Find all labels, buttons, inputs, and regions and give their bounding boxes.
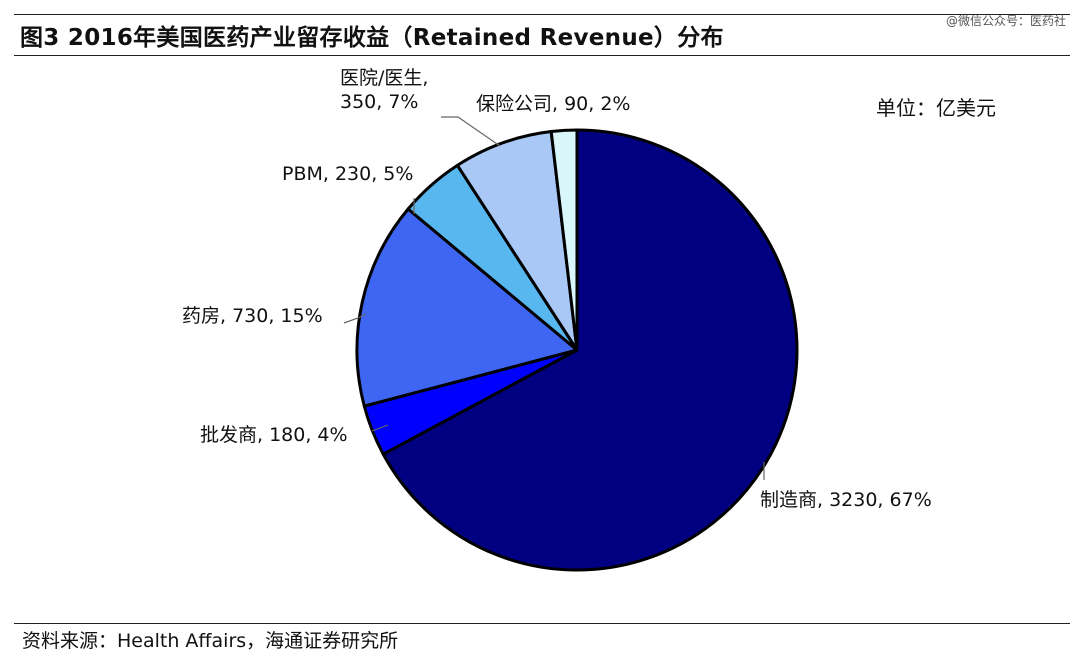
bottom-rule — [14, 623, 1070, 624]
pie-slice-1 — [381, 128, 799, 572]
pie-slice-6 — [549, 128, 579, 352]
leader-lines — [343, 116, 765, 480]
data-label-1: 制造商, 3230, 67% — [760, 489, 932, 511]
figure-title: 图3 2016年美国医药产业留存收益（Retained Revenue）分布 — [20, 25, 724, 51]
pie-slice-5 — [455, 130, 579, 352]
leader-line-2 — [371, 424, 389, 432]
source-note: 资料来源：Health Affairs，海通证券研究所 — [22, 630, 399, 652]
leader-line-3 — [343, 313, 367, 324]
data-labels: 制造商, 3230, 67% 批发商, 180, 4% 药房, 730, 15% PB… — [182, 67, 932, 511]
title-rule — [14, 55, 1070, 56]
data-label-6: 保险公司, 90, 2% — [476, 93, 630, 115]
pie-slice-3 — [355, 207, 579, 408]
data-label-3: 药房, 730, 15% — [182, 305, 323, 327]
top-rule — [14, 14, 1070, 15]
watermark-text: @微信公众号：医药社 — [945, 14, 1066, 28]
pie-slices — [355, 128, 799, 572]
data-label-4: PBM, 230, 5% — [282, 163, 413, 185]
leader-line-5 — [441, 116, 501, 147]
unit-label: 单位：亿美元 — [876, 96, 996, 120]
data-label-2: 批发商, 180, 4% — [200, 424, 348, 446]
data-label-5: 医院/医生, 350, 7% — [340, 67, 428, 113]
